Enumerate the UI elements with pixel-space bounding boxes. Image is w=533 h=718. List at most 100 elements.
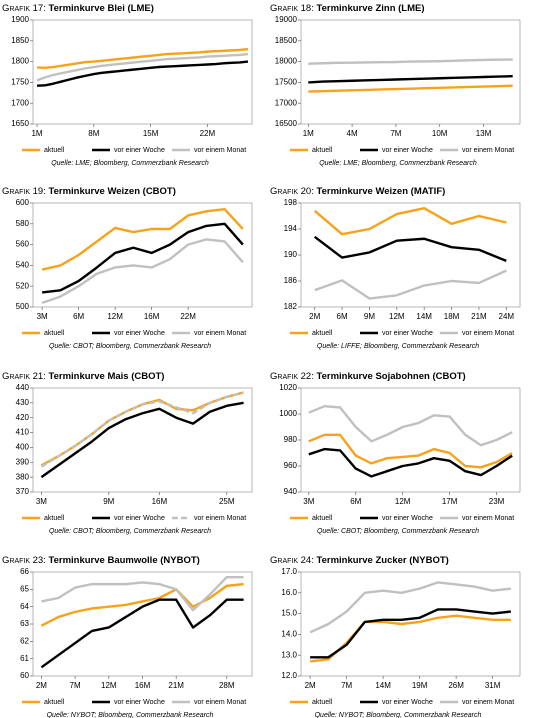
chart-label: Grafik 18: [270,3,314,14]
y-tick-label: 410 [16,428,30,437]
chart-title-text: Terminkurve Baumwolle (NYBOT) [49,555,200,566]
y-tick-label: 60 [20,671,29,680]
y-tick-label: 182 [284,302,298,311]
y-tick-label: 65 [20,584,29,593]
series-line [40,391,244,468]
x-tick-label: 1M [303,129,314,138]
legend-label: vor einer Woche [382,330,433,337]
x-tick-label: 24M [499,312,515,321]
plot-frame [300,387,521,493]
series-line [313,235,507,262]
y-tick-label: 1900 [11,15,29,24]
y-tick-label: 13.0 [281,650,297,659]
x-tick-label: 12M [101,681,117,690]
series-line [40,598,244,669]
y-tick-label: 1750 [11,78,29,87]
y-tick-label: 15.0 [281,609,297,618]
y-tick-label: 190 [284,250,298,259]
chart-label: Grafik 17: [2,3,46,14]
y-tick-label: 580 [16,219,30,228]
x-tick-label: 1M [31,129,42,138]
x-tick-label: 14M [375,681,391,690]
legend-label: vor einer Woche [382,515,433,522]
y-tick-label: 440 [16,383,30,392]
y-tick-label: 64 [20,602,29,611]
legend-label: aktuell [44,147,65,154]
x-tick-label: 15M [143,129,159,138]
x-tick-label: 2M [36,681,47,690]
series-line [310,608,512,659]
series-line [41,222,244,294]
series-line [308,433,513,469]
x-tick-label: 3M [37,312,48,321]
x-tick-label: 26M [448,681,464,690]
series-line [309,614,511,663]
y-tick-label: 12.0 [281,671,297,680]
x-tick-label: 17M [442,497,458,506]
y-tick-label: 370 [16,487,30,496]
y-tick-label: 540 [16,261,30,270]
source-note: Quelle: CBOT; Bloomberg, Commerzbank Res… [317,528,479,535]
x-tick-label: 21M [168,681,184,690]
legend-label: vor einer Woche [114,147,165,154]
legend-label: aktuell [312,515,333,522]
y-tick-label: 18000 [275,57,298,66]
chart-panel: Grafik 20: Terminkurve Weizen (MATIF) 182… [270,186,521,350]
chart-panel: Grafik 24: Terminkurve Zucker (NYBOT) 12.… [270,555,521,718]
y-tick-label: 186 [284,276,298,285]
x-tick-label: 2M [305,681,316,690]
chart-title: Grafik 21: Terminkurve Mais (CBOT) [2,371,164,382]
legend-label: vor einem Monat [194,699,246,706]
legend-label: vor einem Monat [462,699,514,706]
series-line [308,447,513,478]
chart-label: Grafik 20: [270,186,314,197]
y-tick-label: 66 [20,567,29,576]
source-note: Quelle: NYBOT; Bloomberg, Commerzbank Re… [47,712,214,718]
x-tick-label: 13M [476,129,492,138]
y-tick-label: 16.0 [281,588,297,597]
series-line [309,581,512,634]
chart-title: Grafik 24: Terminkurve Zucker (NYBOT) [270,555,449,566]
series-line [36,52,249,82]
legend-label: vor einem Monat [462,147,514,154]
y-tick-label: 17500 [275,78,298,87]
y-tick-label: 1000 [279,409,297,418]
legend-label: aktuell [44,330,65,337]
legend-label: vor einer Woche [382,147,433,154]
plot-frame [32,387,253,493]
y-tick-label: 62 [20,636,29,645]
legend-label: vor einer Woche [114,515,165,522]
chart-title-text: Terminkurve Weizen (MATIF) [317,186,446,197]
x-tick-label: 3M [36,497,47,506]
legend-label: vor einem Monat [194,330,246,337]
x-tick-label: 4M [347,129,358,138]
chart-title: Grafik 17: Terminkurve Blei (LME) [2,3,154,14]
y-tick-label: 940 [284,487,298,496]
x-tick-label: 25M [219,497,235,506]
x-tick-label: 6M [337,312,348,321]
x-tick-label: 28M [219,681,235,690]
legend-label: aktuell [312,330,333,337]
x-tick-label: 12M [107,312,123,321]
y-tick-label: 194 [284,224,298,233]
plot-frame [32,202,253,308]
chart-panel: Grafik 22: Terminkurve Sojabohnen (CBOT)… [270,371,521,535]
y-tick-label: 18500 [275,36,298,45]
x-tick-label: 16M [152,497,168,506]
x-tick-label: 14M [416,312,432,321]
chart-label: Grafik 19: [2,186,46,197]
legend-label: vor einer Woche [114,699,165,706]
series-line [308,74,513,84]
legend-label: aktuell [312,147,333,154]
x-tick-label: 10M [432,129,448,138]
x-tick-label: 7M [70,681,81,690]
chart-title-text: Terminkurve Zucker (NYBOT) [317,555,449,566]
series-line [314,269,507,300]
y-tick-label: 500 [16,302,30,311]
legend-label: vor einem Monat [462,330,514,337]
y-tick-label: 420 [16,413,30,422]
x-tick-label: 12M [395,497,411,506]
y-tick-label: 600 [16,198,30,207]
x-tick-label: 16M [135,681,151,690]
